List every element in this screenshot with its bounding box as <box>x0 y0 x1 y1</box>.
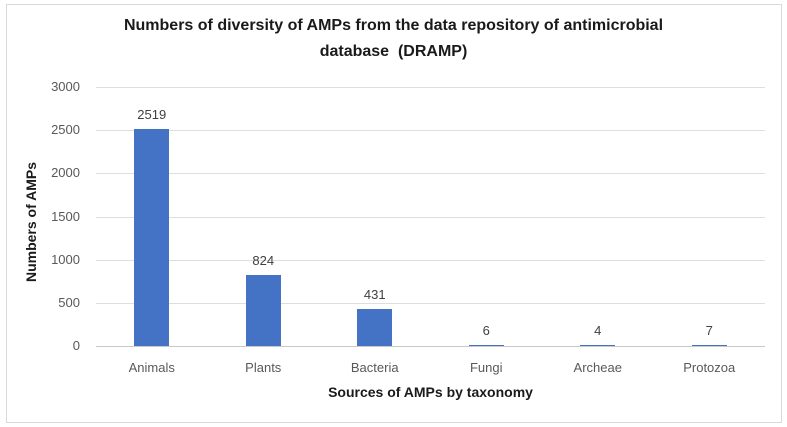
bar-value-label: 2519 <box>137 107 167 122</box>
bar-plants <box>245 275 281 346</box>
y-tick-label: 1500 <box>51 208 80 224</box>
y-tick-label: 2000 <box>51 165 80 181</box>
x-category-label: Plants <box>245 360 282 375</box>
chart-title-line-2: database (DRAMP) <box>319 43 468 60</box>
y-tick-label: 2500 <box>51 122 80 138</box>
chart-title-line-1: Numbers of diversity of AMPs from the da… <box>123 17 664 34</box>
bar-value-label: 824 <box>252 253 275 268</box>
x-category-label: Bacteria <box>350 360 399 375</box>
bar-animals <box>134 129 170 346</box>
x-category-label: Animals <box>128 360 175 375</box>
bar-protozoa <box>691 345 727 346</box>
bar-value-label: 7 <box>705 323 713 338</box>
bar-archeae <box>580 345 616 346</box>
x-axis-line <box>96 346 765 347</box>
gridline <box>96 216 765 218</box>
x-category-label: Protozoa <box>683 360 736 375</box>
bar-value-label: 4 <box>594 323 602 338</box>
x-category-label: Archeae <box>573 360 622 375</box>
bar-value-label: 6 <box>482 323 490 338</box>
x-category-label: Fungi <box>469 360 503 375</box>
gridline <box>96 259 765 261</box>
bar-fungi <box>468 345 504 346</box>
y-tick-label: 3000 <box>51 79 80 94</box>
gridline <box>96 302 765 304</box>
bar-value-label: 431 <box>363 287 386 302</box>
gridline <box>96 87 765 88</box>
y-tick-label: 1000 <box>51 251 80 267</box>
y-tick-label: 0 <box>72 338 80 353</box>
chart-title: Numbers of diversity of AMPs from the da… <box>0 13 787 65</box>
gridline <box>96 173 765 175</box>
bar-bacteria <box>357 309 393 346</box>
y-tick-label: 500 <box>58 294 80 310</box>
gridline <box>96 130 765 132</box>
x-axis-title: Sources of AMPs by taxonomy <box>328 384 533 400</box>
